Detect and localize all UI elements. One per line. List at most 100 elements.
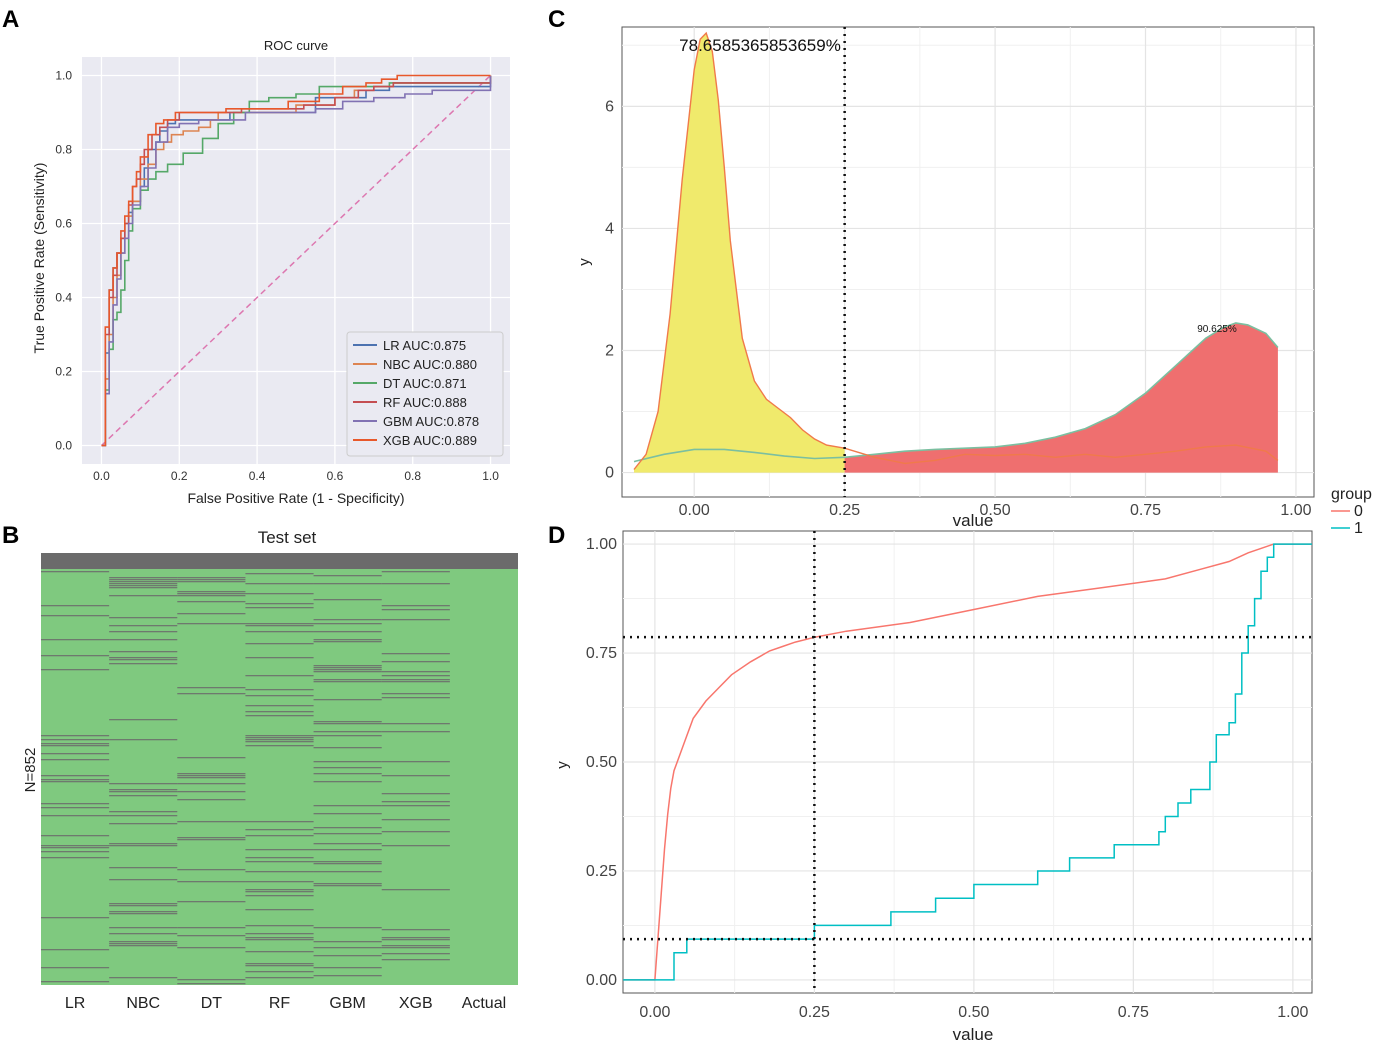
panel-label-a: A	[2, 6, 19, 33]
heatmap-cell-mismatch	[245, 745, 314, 747]
heatmap-cell-mismatch	[177, 881, 246, 883]
heatmap-cell-mismatch	[313, 761, 382, 763]
heatmap-cell-mismatch	[177, 947, 246, 949]
heatmap-cell-mismatch	[41, 735, 110, 737]
heatmap-cell-mismatch	[109, 911, 178, 913]
heatmap-cell-mismatch	[381, 805, 450, 807]
density-y-tick-label: 0	[605, 465, 614, 482]
heatmap-cell-mismatch	[381, 819, 450, 821]
heatmap-cell-mismatch	[177, 837, 246, 839]
heatmap-cell-mismatch	[109, 739, 178, 741]
heatmap-cell-mismatch	[109, 579, 178, 581]
density-ticks: 0.00 0.25 0.50 0.75 1.00 0 2 4 6	[605, 98, 1312, 519]
heatmap-cell-mismatch	[109, 789, 178, 791]
heatmap-cell-mismatch	[245, 857, 314, 859]
heatmap-cell-mismatch	[41, 745, 110, 747]
heatmap-cell-mismatch	[381, 953, 450, 955]
heatmap-cell-mismatch	[245, 593, 314, 595]
heatmap-cell-mismatch	[41, 803, 110, 805]
heatmap-cell-mismatch	[109, 663, 178, 665]
roc-y-label: True Positive Rate (Sensitivity)	[31, 163, 47, 354]
heatmap-cell-mismatch	[245, 583, 314, 585]
heatmap-cell-mismatch	[177, 799, 246, 801]
heatmap-cell-mismatch	[313, 731, 382, 733]
roc-title: ROC curve	[264, 38, 328, 53]
heatmap-cell-mismatch	[313, 575, 382, 577]
ecdf-y-tick-label: 0.50	[586, 754, 617, 771]
ecdf-x-tick-label: 0.00	[639, 1004, 670, 1021]
heatmap-cell-mismatch	[177, 783, 246, 785]
heatmap-cell-mismatch	[313, 941, 382, 943]
density-y-tick-label: 2	[605, 343, 614, 360]
heatmap-cell-mismatch	[109, 581, 178, 583]
heatmap-cell-mismatch	[41, 981, 110, 983]
heatmap-cell-mismatch	[109, 913, 178, 915]
roc-y-tick-label: 1.0	[55, 69, 72, 83]
heatmap-cell-mismatch	[109, 903, 178, 905]
density-x-tick-label: 1.00	[1280, 502, 1311, 519]
heatmap-cell-mismatch	[177, 581, 246, 583]
heatmap-column-label: RF	[269, 995, 291, 1012]
heatmap-cell-mismatch	[177, 839, 246, 841]
heatmap-cell-mismatch	[381, 571, 450, 573]
ecdf-x-tick-label: 0.50	[958, 1004, 989, 1021]
roc-line-gbm	[101, 75, 492, 447]
heatmap-cell-mismatch	[245, 977, 314, 979]
heatmap-cell-mismatch	[381, 937, 450, 939]
roc-x-tick-label: 0.0	[93, 469, 110, 483]
roc-legend-label: NBC AUC:0.880	[383, 357, 477, 372]
heatmap-cell-mismatch	[245, 643, 314, 645]
density-y-label: y	[576, 258, 593, 266]
heatmap-cell-mismatch	[245, 603, 314, 605]
heatmap-cell-mismatch	[313, 721, 382, 723]
heatmap-cell-mismatch	[109, 657, 178, 659]
heatmap-cell-mismatch	[177, 595, 246, 597]
heatmap-cell-mismatch	[313, 669, 382, 671]
heatmap-cell-mismatch	[381, 793, 450, 795]
heatmap-cell-mismatch	[313, 681, 382, 683]
heatmap-cell-mismatch	[381, 619, 450, 621]
heatmap-cell-mismatch	[41, 655, 110, 657]
ecdf-line-group0	[623, 543, 1312, 981]
heatmap-cell-mismatch	[381, 801, 450, 803]
heatmap-cell-mismatch	[313, 679, 382, 681]
heatmap-cell-mismatch	[381, 845, 450, 847]
heatmap-cell-mismatch	[177, 775, 246, 777]
heatmap-cell-mismatch	[109, 933, 178, 935]
heatmap-cell-mismatch	[245, 881, 314, 883]
heatmap-cell-mismatch	[381, 693, 450, 695]
heatmap-cell-mismatch	[109, 879, 178, 881]
heatmap-cell-mismatch	[245, 739, 314, 741]
heatmap-cell-mismatch	[177, 821, 246, 823]
heatmap-cell-mismatch	[245, 861, 314, 863]
heatmap-cell-mismatch	[41, 615, 110, 617]
heatmap-cell-mismatch	[177, 593, 246, 595]
roc-legend-label: XGB AUC:0.889	[383, 433, 477, 448]
test-set-heatmap: Test set N=852 LR NBC DT RF GBM XGB Actual	[22, 528, 518, 1012]
heatmap-cell-mismatch	[245, 607, 314, 609]
heatmap-cell-mismatch	[177, 757, 246, 759]
ecdf-series	[623, 531, 1312, 993]
heatmap-cell-mismatch	[109, 587, 178, 589]
heatmap-cell-mismatch	[109, 811, 178, 813]
roc-x-tick-label: 1.0	[482, 469, 499, 483]
heatmap-cell-mismatch	[245, 705, 314, 707]
heatmap-cell-mismatch	[41, 759, 110, 761]
heatmap-cell-mismatch	[245, 951, 314, 953]
heatmap-cell-mismatch	[41, 605, 110, 607]
heatmap-cell-mismatch	[109, 815, 178, 817]
heatmap-cell-mismatch	[109, 945, 178, 947]
heatmap-cell-mismatch	[245, 937, 314, 939]
heatmap-cell-mismatch	[245, 715, 314, 717]
heatmap-cell-mismatch	[41, 739, 110, 741]
ecdf-x-label: value	[953, 1025, 994, 1041]
heatmap-cell-mismatch	[41, 775, 110, 777]
heatmap-column-labels: LR NBC DT RF GBM XGB Actual	[65, 995, 506, 1012]
panel-label-d: D	[548, 522, 565, 549]
roc-line-rf	[101, 75, 492, 447]
roc-legend-label: DT AUC:0.871	[383, 376, 467, 391]
heatmap-cell-mismatch	[313, 735, 382, 737]
heatmap-cell-mismatch	[245, 631, 314, 633]
heatmap-column-label: XGB	[399, 995, 433, 1012]
heatmap-cell-mismatch	[177, 623, 246, 625]
